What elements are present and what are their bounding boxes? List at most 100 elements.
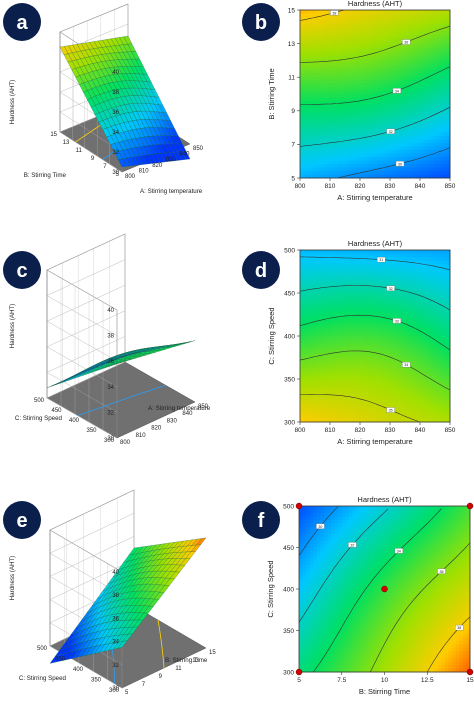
contour-cell <box>437 339 442 344</box>
contour-cell <box>371 275 376 280</box>
contour-cell <box>390 364 395 369</box>
y-tick-label: 11 <box>288 75 295 82</box>
contour-cell <box>428 285 432 290</box>
contour-cell <box>428 314 432 319</box>
contour-cell <box>353 153 357 158</box>
contour-cell <box>412 160 417 165</box>
contour-cell <box>375 318 379 323</box>
contour-cell <box>446 17 451 21</box>
contour-cell <box>446 328 451 333</box>
contour-cell <box>421 129 426 133</box>
contour-cell <box>328 364 332 369</box>
contour-cell <box>300 115 304 119</box>
contour-cell <box>365 257 370 262</box>
contour-cell <box>371 115 376 119</box>
contour-cell <box>368 27 373 32</box>
contour-cell <box>393 101 398 105</box>
contour-cell <box>437 24 442 28</box>
contour-cell <box>340 389 345 394</box>
contour-cell <box>443 94 448 98</box>
contour-cell <box>300 271 304 276</box>
contour-cell <box>321 20 326 25</box>
contour-cell <box>393 132 398 137</box>
contour-cell <box>325 278 329 283</box>
contour-cell <box>384 368 388 373</box>
contour-cell <box>437 143 442 147</box>
contour-cell <box>421 267 426 272</box>
contour-cell <box>412 31 417 35</box>
contour-cell <box>412 375 417 380</box>
contour-cell <box>440 332 445 337</box>
contour-cell <box>306 90 310 95</box>
contour-cell <box>425 171 429 175</box>
contour-cell <box>412 34 417 39</box>
contour-cell <box>431 31 435 35</box>
contour-cell <box>440 108 445 112</box>
contour-cell <box>306 328 310 333</box>
contour-cell <box>381 293 385 297</box>
contour-cell <box>340 31 345 35</box>
contour-cell <box>315 171 320 175</box>
contour-cell <box>312 10 317 14</box>
contour-cell <box>368 314 373 319</box>
contour-cell <box>384 118 388 123</box>
contour-cell <box>393 364 398 369</box>
contour-cell <box>443 336 448 340</box>
contour-cell <box>409 31 413 35</box>
contour-cell <box>365 300 370 305</box>
contour-cell <box>353 293 357 297</box>
contour-cell <box>428 393 432 398</box>
contour-cell <box>309 17 313 21</box>
contour-cell <box>303 153 307 158</box>
contour-cell <box>390 282 395 287</box>
contour-cell <box>362 361 367 366</box>
contour-cell <box>303 271 307 276</box>
contour-cell <box>387 393 392 398</box>
contour-cell <box>334 285 338 290</box>
contour-cell <box>403 118 407 123</box>
contour-cell <box>396 83 401 88</box>
contour-cell <box>446 153 451 158</box>
contour-cell <box>368 253 373 258</box>
contour-cell <box>384 375 388 380</box>
contour-cell <box>359 371 363 376</box>
contour-cell <box>328 314 332 319</box>
contour-cell <box>350 310 354 315</box>
contour-cell <box>412 132 417 137</box>
contour-cell <box>418 271 423 276</box>
contour-cell <box>403 257 407 262</box>
contour-cell <box>425 332 429 337</box>
contour-cell <box>337 267 342 272</box>
contour-cell <box>318 48 323 53</box>
contour-cell <box>309 83 313 88</box>
contour-cell <box>365 296 370 301</box>
contour-cell <box>421 146 426 151</box>
contour-label-box <box>395 161 405 167</box>
contour-cell <box>443 307 448 312</box>
contour-cell <box>331 361 335 366</box>
contour-cell <box>390 257 395 262</box>
contour-cell <box>393 146 398 151</box>
contour-cell <box>393 20 398 25</box>
contour-cell <box>328 125 332 130</box>
contour-cell <box>418 122 423 126</box>
contour-cell <box>381 31 385 35</box>
contour-cell <box>406 339 410 344</box>
contour-cell <box>384 27 388 32</box>
contour-cell <box>403 111 407 116</box>
contour-cell <box>400 45 404 49</box>
contour-cell <box>346 314 351 319</box>
contour-cell <box>365 260 370 265</box>
contour-cell <box>306 76 310 81</box>
contour-cell <box>343 375 348 380</box>
contour-cell <box>368 371 373 376</box>
contour-cell <box>321 45 326 49</box>
contour-cell <box>396 101 401 105</box>
contour-cell <box>362 115 367 119</box>
contour-cell <box>340 87 345 91</box>
contour-cell <box>418 303 423 308</box>
contour-cell <box>353 275 357 280</box>
contour-cell <box>375 41 379 46</box>
contour-cell <box>365 87 370 91</box>
contour-cell <box>359 289 363 294</box>
